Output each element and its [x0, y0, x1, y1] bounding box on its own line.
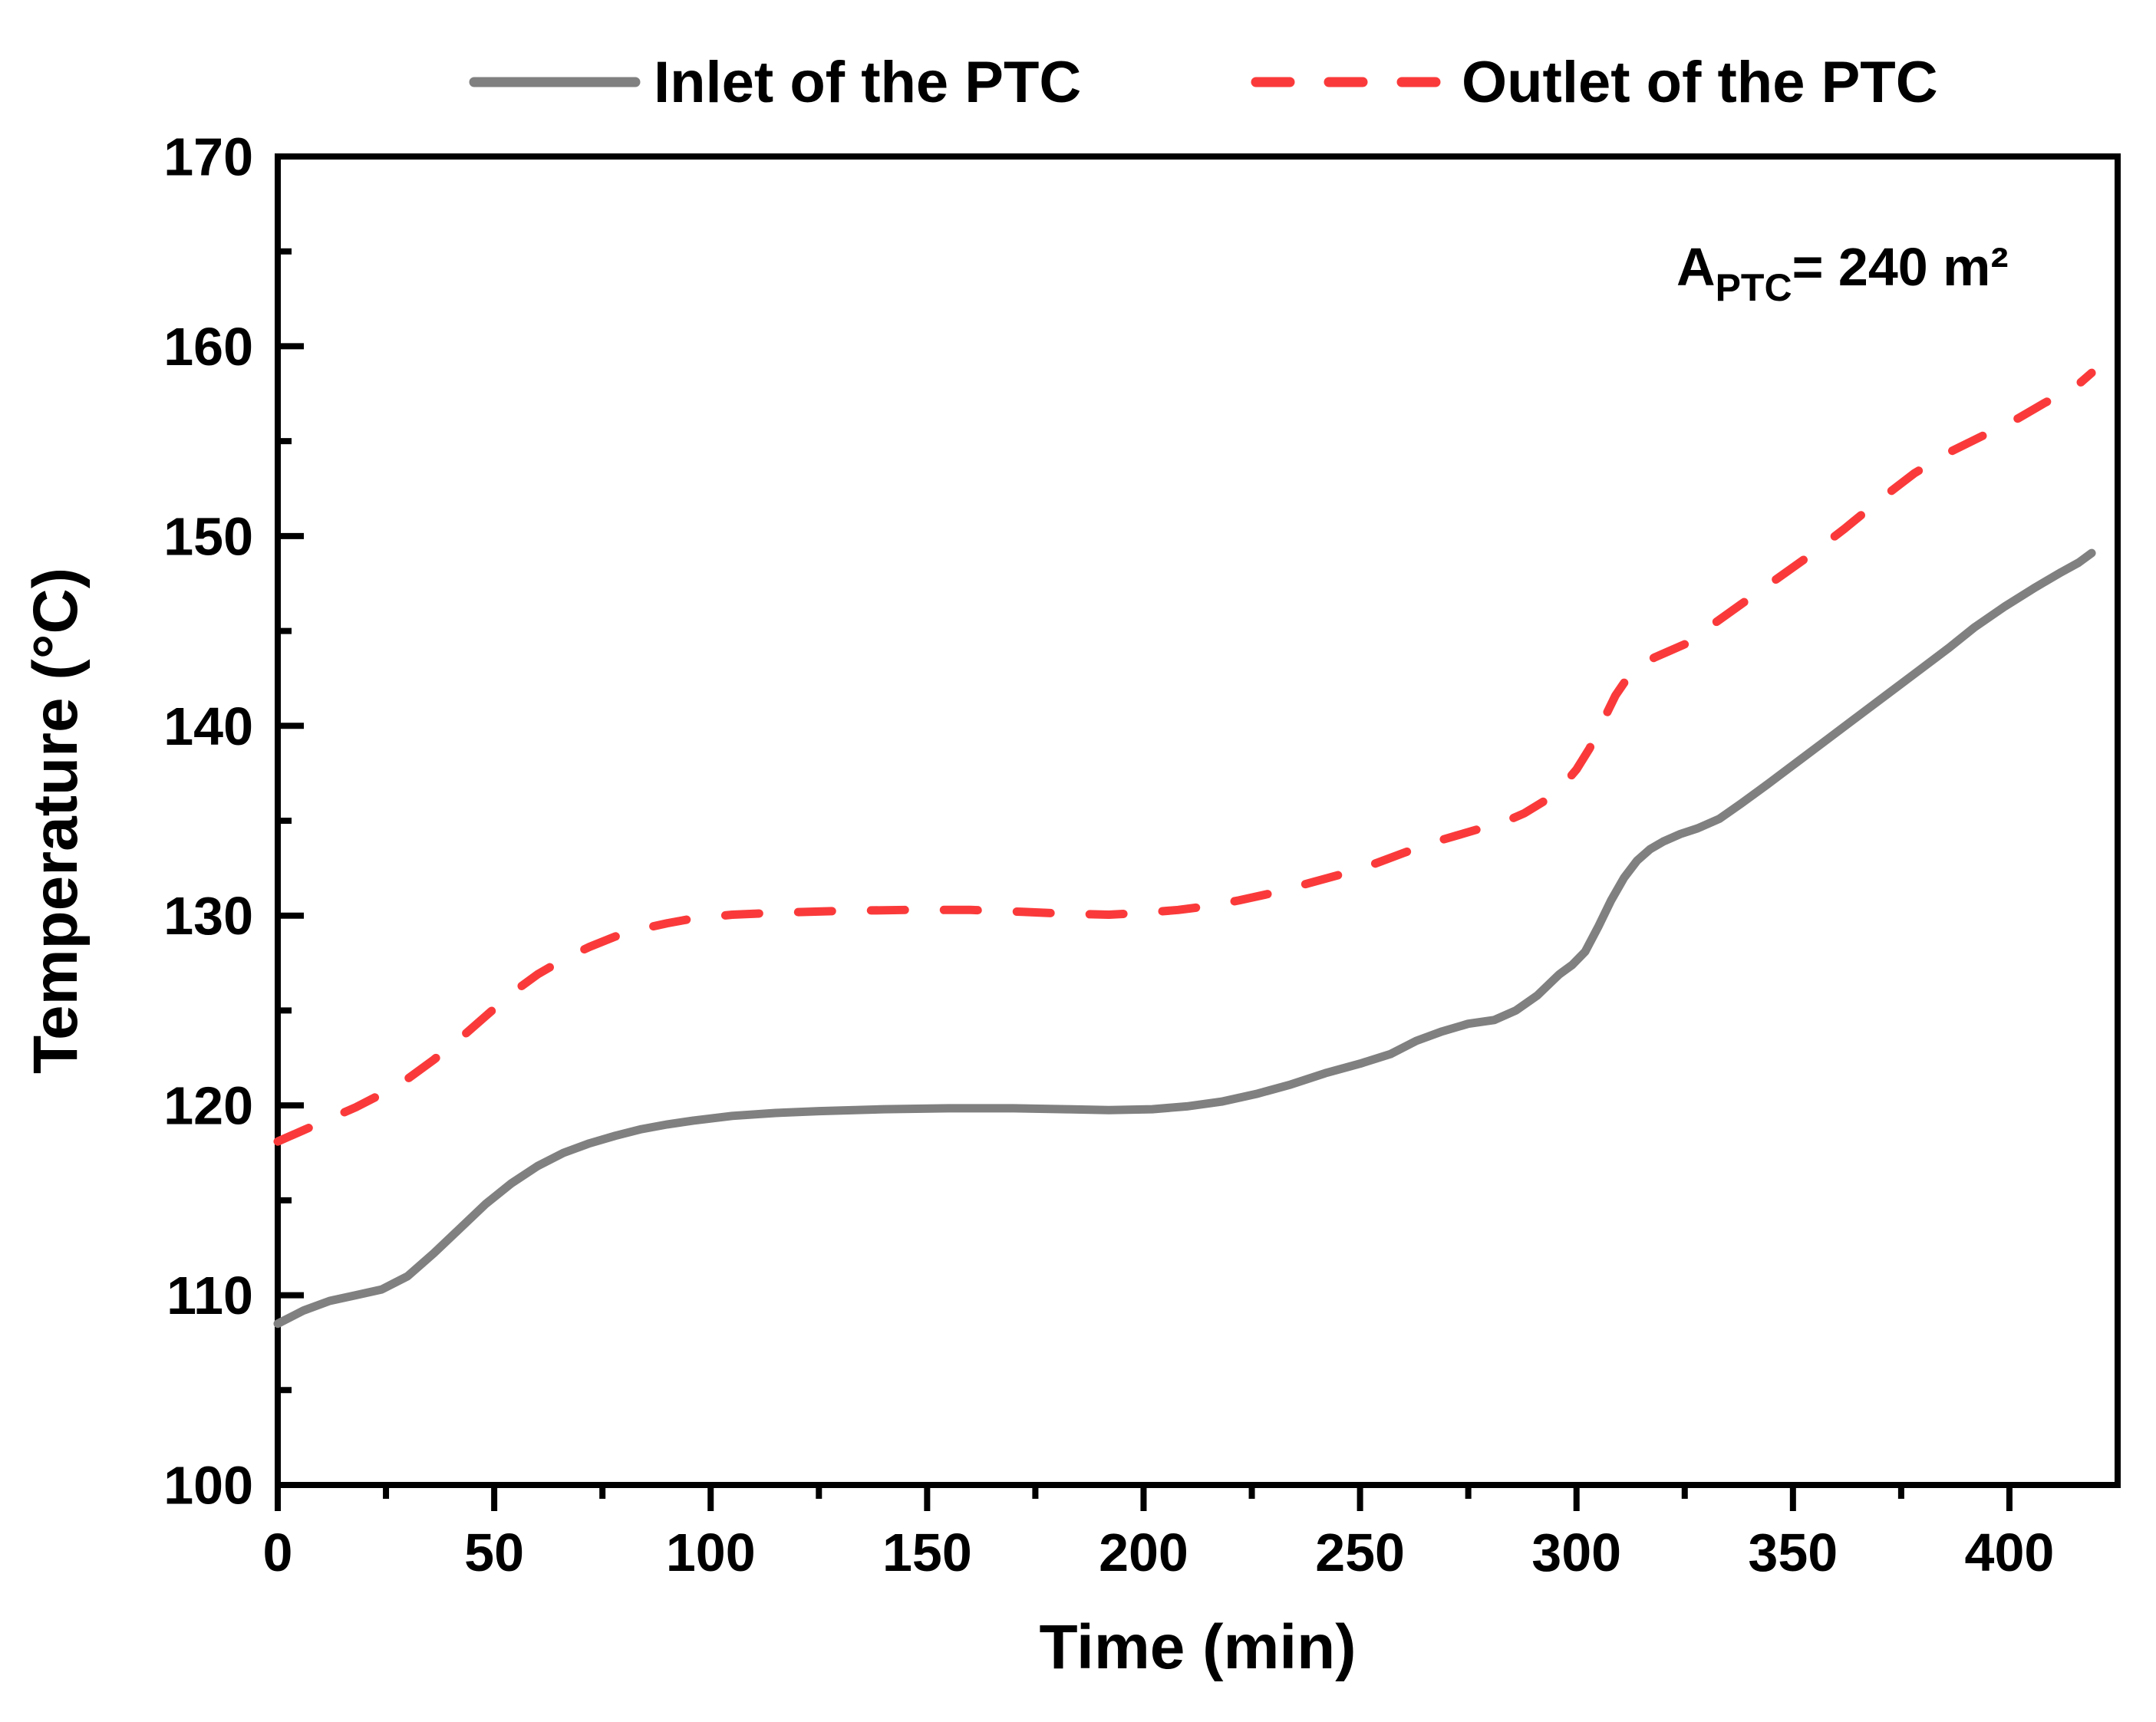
legend-label-inlet: Inlet of the PTC — [654, 50, 1081, 115]
y-tick-labels: 100 110 120 130 140 150 160 170 — [163, 127, 253, 1516]
x-tick-label: 300 — [1531, 1523, 1621, 1582]
x-tick-label: 250 — [1315, 1523, 1405, 1582]
y-tick-label: 170 — [163, 127, 253, 187]
y-tick-label: 110 — [166, 1266, 253, 1325]
plot-area: 0 50 100 150 200 250 300 350 400 100 110 120 130 140… — [163, 127, 2121, 1582]
y-tick-label: 160 — [163, 317, 253, 377]
legend: Inlet of the PTC Outlet of the PTC — [469, 50, 1938, 115]
y-ticks — [278, 153, 304, 1488]
y-tick-label: 120 — [163, 1076, 253, 1136]
x-tick-label: 150 — [882, 1523, 972, 1582]
x-tick-label: 350 — [1748, 1523, 1838, 1582]
x-tick-label: 0 — [263, 1523, 293, 1582]
x-tick-label: 200 — [1099, 1523, 1188, 1582]
x-axis-title: Time (min) — [1039, 1612, 1356, 1682]
series-inlet-line — [273, 548, 2096, 1329]
annotation-aptc: APTC= 240 m² — [1676, 237, 2009, 309]
plot-border — [275, 153, 2121, 1488]
y-tick-label: 140 — [163, 696, 253, 756]
y-tick-label: 130 — [163, 886, 253, 946]
x-tick-labels: 0 50 100 150 200 250 300 350 400 — [263, 1523, 2055, 1582]
legend-label-outlet: Outlet of the PTC — [1462, 50, 1938, 115]
x-tick-label: 100 — [666, 1523, 756, 1582]
x-tick-label: 400 — [1965, 1523, 2055, 1582]
y-tick-label: 150 — [163, 506, 253, 566]
y-axis-title: Temperature (°C) — [21, 568, 91, 1074]
x-ticks — [275, 1485, 2013, 1511]
series-outlet-line — [273, 368, 2096, 1146]
y-tick-label: 100 — [163, 1456, 253, 1516]
x-tick-label: 50 — [464, 1523, 524, 1582]
